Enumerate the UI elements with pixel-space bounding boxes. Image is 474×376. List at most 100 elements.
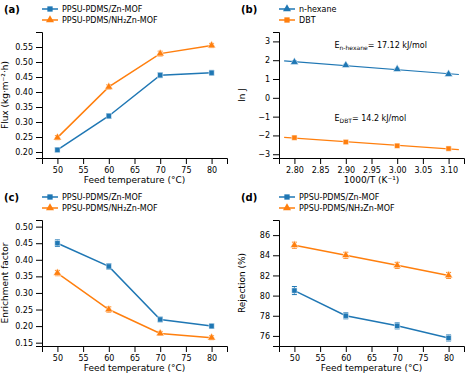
tick-label: 2.95 bbox=[363, 166, 381, 175]
tick-mark bbox=[36, 243, 42, 244]
point bbox=[446, 146, 451, 151]
tick-label: 0.45 bbox=[15, 239, 33, 248]
tick: 2.95 bbox=[363, 158, 381, 175]
tick: 0.45 bbox=[15, 239, 42, 248]
tick-mark bbox=[160, 158, 161, 164]
tick-mark bbox=[36, 77, 42, 78]
tick-label: 0.40 bbox=[15, 256, 33, 265]
tick-mark bbox=[273, 135, 279, 136]
tick: 80 bbox=[260, 292, 279, 301]
tick: 76 bbox=[260, 332, 279, 341]
tick: 0 bbox=[265, 94, 279, 103]
tick-label: 2 bbox=[265, 56, 270, 65]
point bbox=[446, 335, 451, 340]
tick-label: 0.50 bbox=[15, 223, 33, 232]
tick-label: 82 bbox=[260, 272, 270, 281]
y-axis: 0.200.250.300.350.400.450.500.55 bbox=[15, 33, 42, 159]
x-axis-title: Feed temperature (°C) bbox=[321, 363, 423, 373]
series-line bbox=[294, 291, 448, 338]
tick: 0.55 bbox=[15, 43, 42, 52]
tick: 50 bbox=[53, 158, 63, 175]
tick: −3 bbox=[258, 150, 279, 159]
figure: 505560657075800.200.250.300.350.400.450.… bbox=[0, 0, 474, 376]
tick: 0.50 bbox=[15, 223, 42, 232]
tick-mark bbox=[36, 137, 42, 138]
tick-label: 70 bbox=[156, 354, 166, 363]
tick-mark bbox=[109, 346, 110, 352]
tick-label: 65 bbox=[367, 354, 377, 363]
tick: 0.20 bbox=[15, 322, 42, 331]
tick-mark bbox=[320, 346, 321, 352]
plot-area bbox=[53, 240, 215, 340]
legend: PPSU-PDMS/Zn-MOFPPSU-PDMS/NH₂Zn-MOF bbox=[279, 193, 395, 213]
tick-mark bbox=[57, 346, 58, 352]
point bbox=[290, 241, 298, 248]
tick-label: −1 bbox=[258, 113, 270, 122]
tick-label: 65 bbox=[130, 166, 140, 175]
tick-label: 2.80 bbox=[286, 166, 304, 175]
legend-item: PPSU-PDMS/NH₂Zn-MOF bbox=[42, 15, 158, 24]
x-axis-title: 1000/T (K⁻¹) bbox=[344, 175, 400, 185]
point bbox=[395, 143, 400, 148]
legend-swatch-marker bbox=[283, 203, 291, 210]
tick: 84 bbox=[260, 251, 279, 260]
legend-item: PPSU-PDMS/Zn-MOF bbox=[279, 193, 380, 202]
tick-mark bbox=[273, 154, 279, 155]
tick: −1 bbox=[258, 113, 279, 122]
tick-mark bbox=[186, 158, 187, 164]
series-line bbox=[57, 243, 211, 326]
tick-label: 50 bbox=[53, 166, 63, 175]
tick-mark bbox=[57, 158, 58, 164]
plot-area bbox=[284, 57, 459, 151]
panel: 505560657075800.200.250.300.350.400.450.… bbox=[0, 4, 228, 185]
fit-line bbox=[284, 61, 459, 75]
tick-label: 80 bbox=[260, 292, 270, 301]
tick-label: 0.30 bbox=[15, 118, 33, 127]
legend-item: PPSU-PDMS/NH₂Zn-MOF bbox=[42, 203, 158, 212]
tick-mark bbox=[372, 158, 373, 164]
tick: −2 bbox=[258, 131, 279, 140]
x-axis: 50556065707580 bbox=[43, 346, 228, 363]
tick: 65 bbox=[130, 346, 140, 363]
tick: 86 bbox=[260, 231, 279, 240]
tick: 50 bbox=[53, 346, 63, 363]
point bbox=[55, 147, 60, 152]
error-bar bbox=[106, 264, 111, 269]
tick-mark bbox=[423, 346, 424, 352]
tick-mark bbox=[36, 293, 42, 294]
tick-label: 0.30 bbox=[15, 289, 33, 298]
tick-mark bbox=[423, 158, 424, 164]
tick: 75 bbox=[418, 346, 428, 363]
x-axis: 50556065707580 bbox=[43, 158, 228, 175]
tick-label: 3.05 bbox=[414, 166, 432, 175]
tick-label: 0.15 bbox=[15, 339, 33, 348]
tick-mark bbox=[273, 296, 279, 297]
tick-mark bbox=[36, 276, 42, 277]
legend-swatch-marker bbox=[47, 6, 52, 11]
error-bar bbox=[158, 317, 163, 322]
tick-label: 65 bbox=[130, 354, 140, 363]
legend-label: PPSU-PDMS/Zn-MOF bbox=[62, 193, 143, 202]
tick-mark bbox=[273, 79, 279, 80]
tick-mark bbox=[273, 316, 279, 317]
tick: 60 bbox=[104, 158, 114, 175]
tick-mark bbox=[449, 158, 450, 164]
tick-mark bbox=[135, 158, 136, 164]
point bbox=[393, 65, 401, 72]
legend-swatch-marker bbox=[46, 203, 54, 210]
tick-mark bbox=[449, 346, 450, 352]
x-axis: 50556065707580 bbox=[280, 346, 465, 363]
error-bar bbox=[343, 313, 348, 319]
tick-label: 75 bbox=[418, 354, 428, 363]
tick-mark bbox=[273, 60, 279, 61]
point bbox=[105, 82, 113, 89]
axis-line bbox=[36, 33, 43, 159]
error-bar bbox=[209, 324, 214, 329]
tick-mark bbox=[273, 275, 279, 276]
tick-mark bbox=[36, 92, 42, 93]
tick: 80 bbox=[444, 346, 454, 363]
legend-item: n-hexane bbox=[279, 4, 337, 13]
tick: 75 bbox=[181, 158, 191, 175]
tick-mark bbox=[36, 343, 42, 344]
axis-line bbox=[43, 159, 228, 165]
